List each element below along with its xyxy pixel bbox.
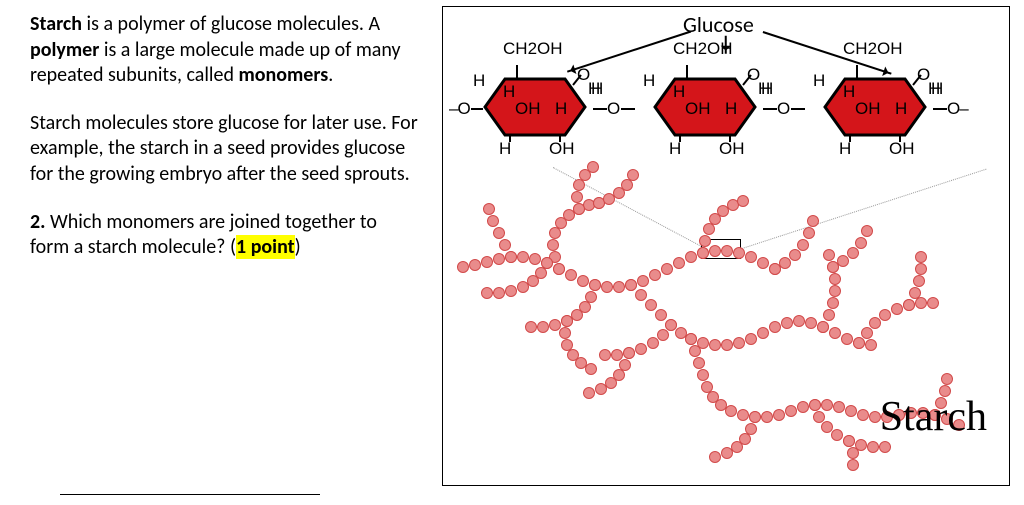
h-link-12: H: [591, 79, 603, 99]
figure-column: Glucose –O CH2OH H O: [438, 0, 1024, 505]
paragraph-1: Starch is a polymer of glucose molecules…: [30, 12, 420, 89]
bond-23b: [791, 108, 805, 110]
h-bl-1: H: [499, 139, 511, 159]
glucose-label: Glucose: [683, 11, 754, 38]
oh-in-3: OH: [855, 99, 881, 119]
h-in-l-3: H: [843, 82, 855, 102]
question-2: 2. Which monomers are joined together to…: [30, 210, 420, 261]
oh-in-1: OH: [515, 99, 541, 119]
bond-12a: [593, 108, 607, 110]
paragraph-2: Starch molecules store glucose for later…: [30, 111, 420, 188]
figure-frame: Glucose –O CH2OH H O: [442, 6, 1010, 486]
h-bl-2: H: [669, 139, 681, 159]
term-polymer: polymer: [30, 38, 99, 62]
ch2oh-3: CH2OH: [843, 39, 903, 59]
h-tl-2: H: [643, 71, 655, 91]
points-highlight: 1 point: [236, 235, 295, 259]
question-close: ): [295, 235, 301, 259]
chain-right-o: O–: [947, 99, 968, 119]
glucose-chain: –O CH2OH H O H OH H H H: [451, 37, 1001, 167]
oh-in-2: OH: [685, 99, 711, 119]
term-starch: Starch: [30, 12, 82, 36]
h-link-end: H: [931, 79, 943, 99]
bond-right-a: [933, 108, 947, 110]
h-tl-1: H: [473, 71, 485, 91]
oh-br-3: OH: [889, 139, 915, 159]
link-o-12: O: [607, 99, 620, 119]
h-in-l-2: H: [673, 82, 685, 102]
question-number: 2.: [30, 210, 45, 234]
ch2oh-1: CH2OH: [503, 39, 563, 59]
oh-br-1: OH: [549, 139, 575, 159]
bond-12b: [621, 108, 635, 110]
p1-text-f: .: [328, 63, 333, 87]
answer-blank-line: [60, 494, 320, 495]
link-o-23: O: [777, 99, 790, 119]
term-monomers: monomers: [239, 63, 329, 87]
h-in-r-2: H: [725, 99, 737, 119]
h-in-l-1: H: [503, 82, 515, 102]
question-text: Which monomers are joined together to fo…: [30, 210, 377, 260]
chain-left-o: –O: [449, 99, 470, 119]
h-link-23: H: [761, 79, 773, 99]
starch-label: Starch: [880, 393, 987, 441]
ch2oh-2: CH2OH: [673, 39, 733, 59]
h-in-r-3: H: [895, 99, 907, 119]
p1-text-b: is a polymer of glucose molecules. A: [82, 12, 380, 36]
bond-23a: [763, 108, 777, 110]
h-bl-3: H: [839, 139, 851, 159]
text-column: Starch is a polymer of glucose molecules…: [0, 0, 438, 505]
h-tl-3: H: [813, 71, 825, 91]
h-in-r-1: H: [555, 99, 567, 119]
oh-br-2: OH: [719, 139, 745, 159]
